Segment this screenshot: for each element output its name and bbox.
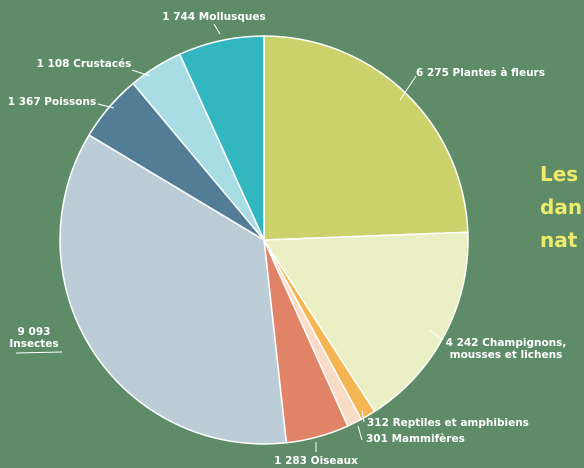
leader-line [429, 329, 443, 341]
slice-label: 1 108 Crustacés [37, 58, 132, 70]
slice-labels: 6 275 Plantes à fleurs 4 242 Champignons,… [8, 11, 567, 467]
slice-label: 9 093 Insectes [9, 326, 58, 350]
slice-label: 6 275 Plantes à fleurs [416, 67, 545, 79]
chart-title-line-1: Les [540, 162, 579, 186]
leader-line [213, 23, 221, 35]
pie-slice [178, 35, 265, 241]
pie-slice [263, 35, 469, 241]
slice-label: 4 242 Champignons, mousses et lichens [446, 337, 567, 361]
pie-slice [262, 231, 469, 413]
leader-line [131, 69, 151, 77]
chart-title-line-3: nat [540, 228, 578, 252]
leader-lines [15, 23, 443, 452]
leader-line [361, 409, 365, 423]
leader-line [15, 351, 63, 354]
slice-label: 1 367 Poissons [8, 96, 96, 108]
slice-label: 312 Reptiles et amphibiens [367, 417, 529, 429]
slice-label: 1 283 Oiseaux [274, 455, 358, 467]
pie-slices [59, 35, 469, 445]
chart-title: Les dan nat [540, 158, 582, 257]
chart-title-line-2: dan [540, 195, 583, 219]
leader-line [97, 103, 115, 109]
slice-label: 1 744 Mollusques [162, 11, 265, 23]
leader-line [357, 425, 363, 441]
slice-label: 301 Mammifères [366, 433, 465, 445]
leader-line [399, 75, 417, 101]
pie-slice [59, 134, 288, 445]
